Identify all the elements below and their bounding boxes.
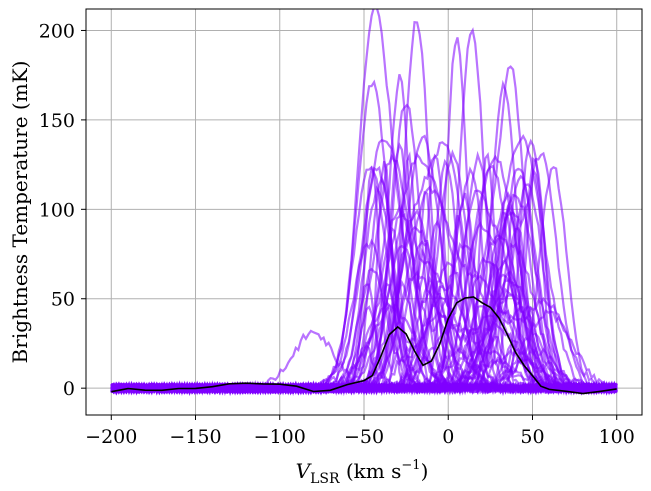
x-tick-label: 100: [599, 426, 635, 448]
sample-spectra: [110, 9, 618, 397]
y-axis-label: Brightness Temperature (mK): [8, 61, 32, 364]
y-tick-label: 100: [39, 199, 75, 221]
y-tick-label: 0: [63, 378, 75, 400]
x-axis-label-rest: (km s: [340, 459, 402, 483]
y-tick-label: 50: [51, 289, 75, 311]
x-axis-label-sup: −1: [401, 458, 420, 473]
x-axis-label-main: V: [296, 459, 313, 483]
y-tick-label: 200: [39, 20, 75, 42]
mean-spectrum: [111, 296, 617, 395]
x-axis-ticks: −200 −150 −100 −50 0 50 100: [85, 415, 635, 448]
x-tick-label: 0: [442, 426, 454, 448]
x-tick-label: 50: [520, 426, 544, 448]
x-tick-label: −50: [344, 426, 384, 448]
mean-spectrum-line: [111, 296, 617, 395]
x-axis-label: VLSR (km s−1): [296, 458, 429, 487]
x-tick-label: −150: [169, 426, 221, 448]
x-axis-label-close: ): [421, 459, 429, 483]
x-tick-label: −200: [85, 426, 137, 448]
y-tick-label: 150: [39, 110, 75, 132]
x-axis-label-sub: LSR: [310, 471, 340, 487]
x-tick-label: −100: [254, 426, 306, 448]
y-axis-ticks: 0 50 100 150 200: [39, 20, 86, 400]
